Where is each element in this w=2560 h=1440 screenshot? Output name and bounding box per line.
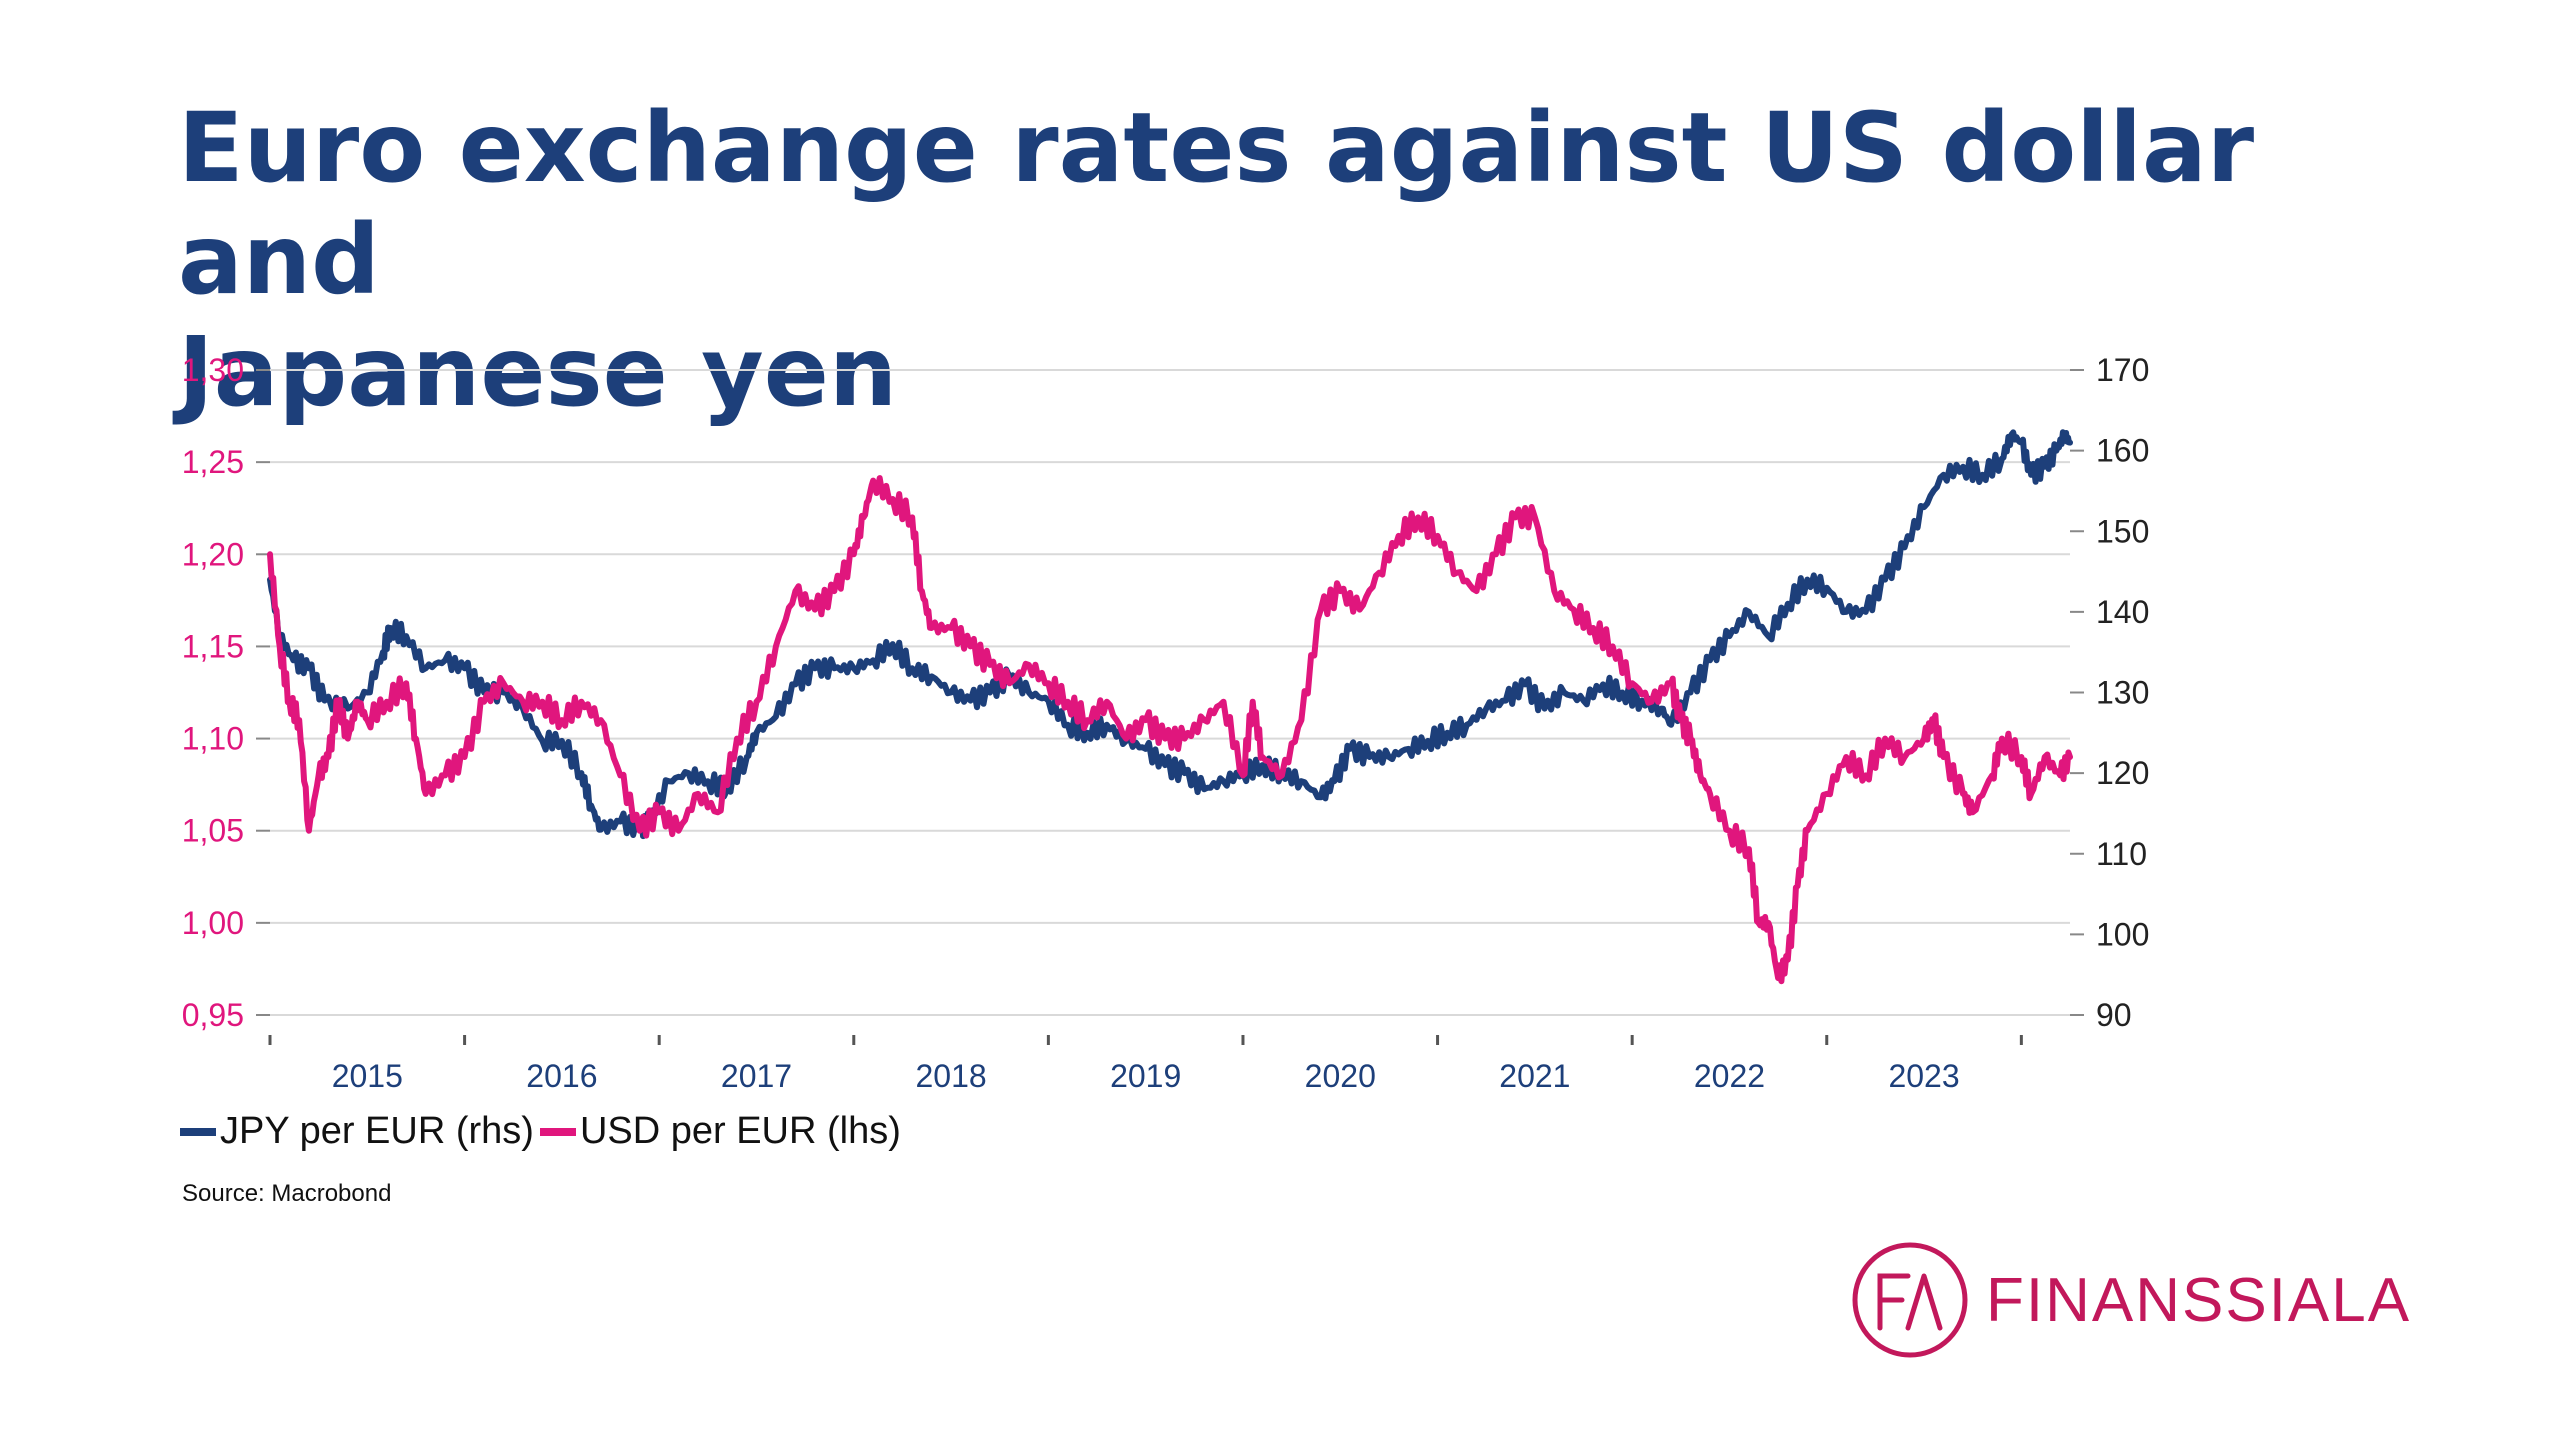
source-note: Source: Macrobond — [182, 1180, 392, 1207]
left-tick-label: 1,20 — [182, 536, 244, 572]
right-tick-label: 170 — [2096, 352, 2149, 388]
left-tick-label: 1,25 — [182, 444, 244, 480]
x-axis: 2015 2016 2017 2018 2019 2020 2021 2022 2023 — [268, 1035, 2023, 1094]
right-tick-label: 120 — [2096, 755, 2149, 791]
left-tick-label: 1,15 — [182, 628, 244, 664]
x-tick-label: 2019 — [1110, 1058, 1181, 1094]
legend-item-jpy: JPY per EUR (rhs) — [180, 1110, 534, 1153]
left-tick-label: 1,10 — [182, 721, 244, 757]
left-tick-label: 1,05 — [182, 813, 244, 849]
left-tick-label: 1,30 — [182, 352, 244, 388]
legend-swatch-jpy — [180, 1127, 216, 1136]
x-tick-label: 2015 — [332, 1058, 403, 1094]
grid-lines — [270, 369, 2070, 1016]
right-tick-label: 150 — [2096, 513, 2149, 549]
x-tick-label: 2017 — [721, 1058, 792, 1094]
x-tick-label: 2018 — [915, 1058, 986, 1094]
left-tick-label: 1,00 — [182, 905, 244, 941]
right-tick-label: 140 — [2096, 594, 2149, 630]
legend-item-usd: USD per EUR (lhs) — [539, 1110, 901, 1153]
legend-label-usd: USD per EUR (lhs) — [579, 1110, 901, 1152]
left-tick-label: 0,95 — [182, 997, 244, 1033]
x-tick-label: 2023 — [1888, 1058, 1959, 1094]
right-tick-label: 130 — [2096, 675, 2149, 711]
x-tick-label: 2022 — [1694, 1058, 1765, 1094]
logo-wordmark: FINANSSIALA — [1986, 1265, 2412, 1335]
finanssiala-logo: FINANSSIALA — [1850, 1240, 2411, 1360]
right-axis: 90 100 110 120 130 140 150 160 170 — [2070, 352, 2149, 1033]
right-tick-label: 110 — [2096, 836, 2147, 872]
series-line-jpy — [267, 429, 2073, 840]
x-tick-label: 2021 — [1499, 1058, 1570, 1094]
legend-label-jpy: JPY per EUR (rhs) — [220, 1110, 534, 1152]
left-axis: 0,95 1,00 1,05 1,10 1,15 1,20 1,25 1,30 — [182, 352, 270, 1033]
title-line-1: Euro exchange rates against US dollar an… — [178, 92, 2255, 316]
series-lines — [267, 429, 2073, 985]
legend-swatch-usd — [539, 1127, 576, 1136]
page-title: Euro exchange rates against US dollar an… — [178, 92, 2378, 428]
title-line-2: Japanese yen — [178, 316, 898, 428]
series-line-usd — [267, 475, 2073, 985]
fa-logo-mark-icon — [1852, 1242, 1968, 1358]
x-tick-label: 2020 — [1305, 1058, 1376, 1094]
x-tick-label: 2016 — [526, 1058, 597, 1094]
right-tick-label: 100 — [2096, 916, 2149, 952]
legend: JPY per EUR (rhs) USD per EUR (lhs) — [180, 1110, 907, 1153]
right-tick-label: 90 — [2096, 997, 2132, 1033]
right-tick-label: 160 — [2096, 433, 2149, 469]
